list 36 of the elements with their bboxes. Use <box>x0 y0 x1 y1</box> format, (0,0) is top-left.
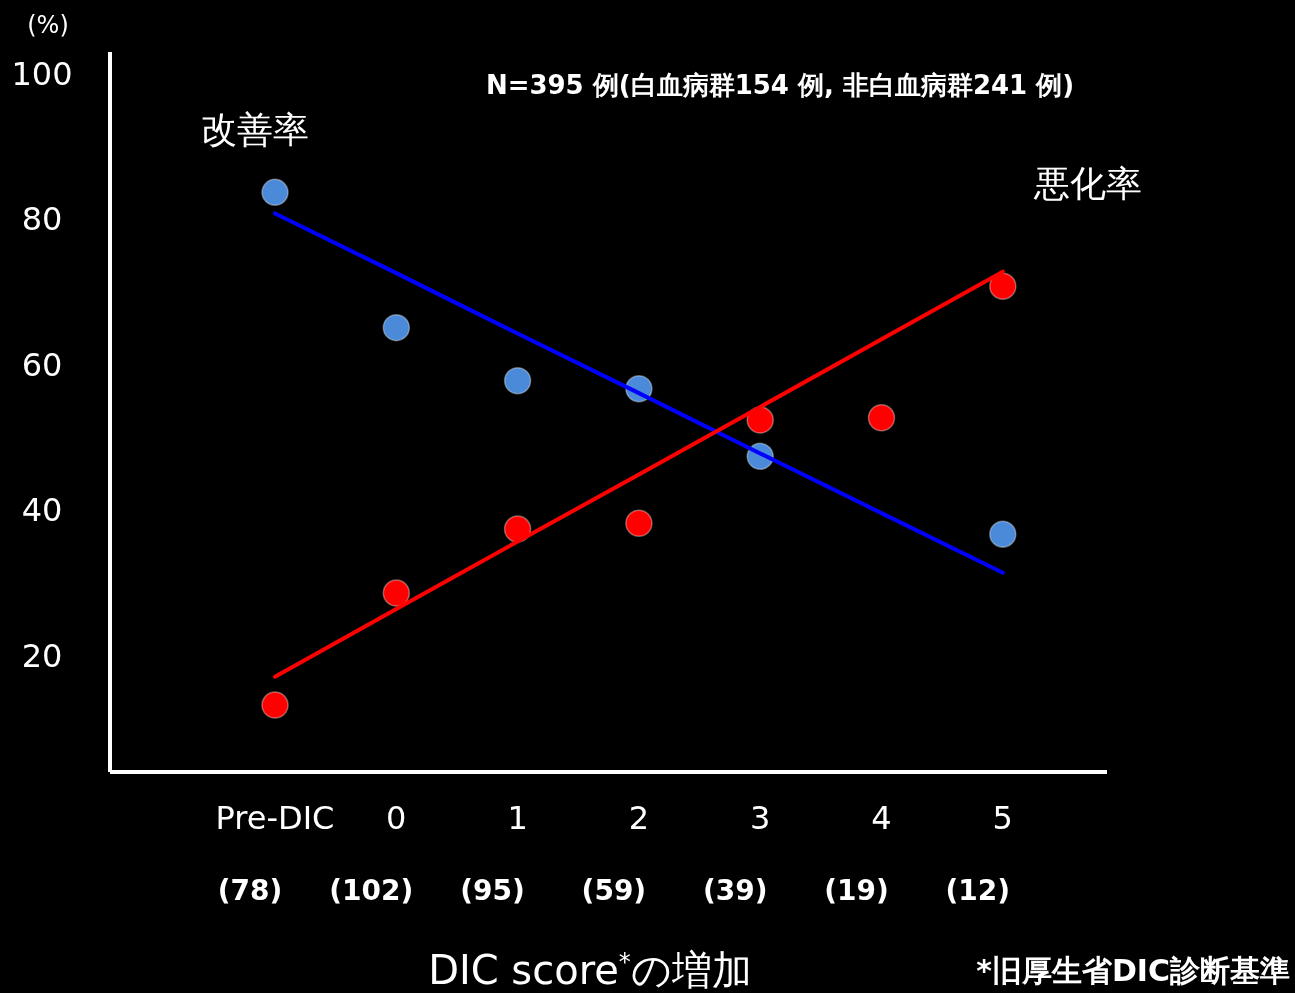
text: (39) <box>702 873 768 907</box>
point <box>746 406 774 434</box>
point <box>625 509 653 538</box>
x-tick-label: 4 <box>871 799 892 838</box>
text: (78) <box>217 873 283 907</box>
y-tick-label: 40 <box>21 491 63 530</box>
text: (102) <box>329 873 414 907</box>
x-tick-label: 0 <box>386 799 407 838</box>
line-series <box>273 211 1005 575</box>
y-tick-label: 80 <box>21 200 63 239</box>
point <box>989 272 1017 300</box>
point <box>382 313 411 342</box>
text: (95) <box>460 873 525 907</box>
text: 悪化率 <box>1032 163 1142 205</box>
text: (59) <box>581 873 647 907</box>
point <box>261 178 289 207</box>
y-tick-label: 100 <box>11 55 73 94</box>
point <box>503 366 532 395</box>
y-tick-label: 60 <box>21 345 63 384</box>
x-tick-label: 1 <box>507 799 528 838</box>
point <box>382 579 411 607</box>
text: (12) <box>945 873 1011 907</box>
series-label: 改善率 <box>201 109 309 151</box>
x-tick-label: 5 <box>992 799 1013 838</box>
text: (19) <box>824 873 889 907</box>
y-axis-title: (%) <box>27 11 69 40</box>
x-tick-label: Pre-DIC <box>215 799 335 838</box>
x-tick-label: 3 <box>750 799 771 838</box>
point <box>261 691 289 719</box>
text: N=395 例(白血病群154 例, 非白血病群241 例) <box>485 70 1075 101</box>
x-tick-label: 2 <box>628 799 650 838</box>
point <box>989 520 1017 548</box>
x-axis-title: DIC score$^{*}$の増加 <box>428 947 752 993</box>
text: *旧厚生省DIC診断基準 <box>976 952 1290 988</box>
y-tick-label: 20 <box>21 636 63 675</box>
point <box>867 404 896 432</box>
